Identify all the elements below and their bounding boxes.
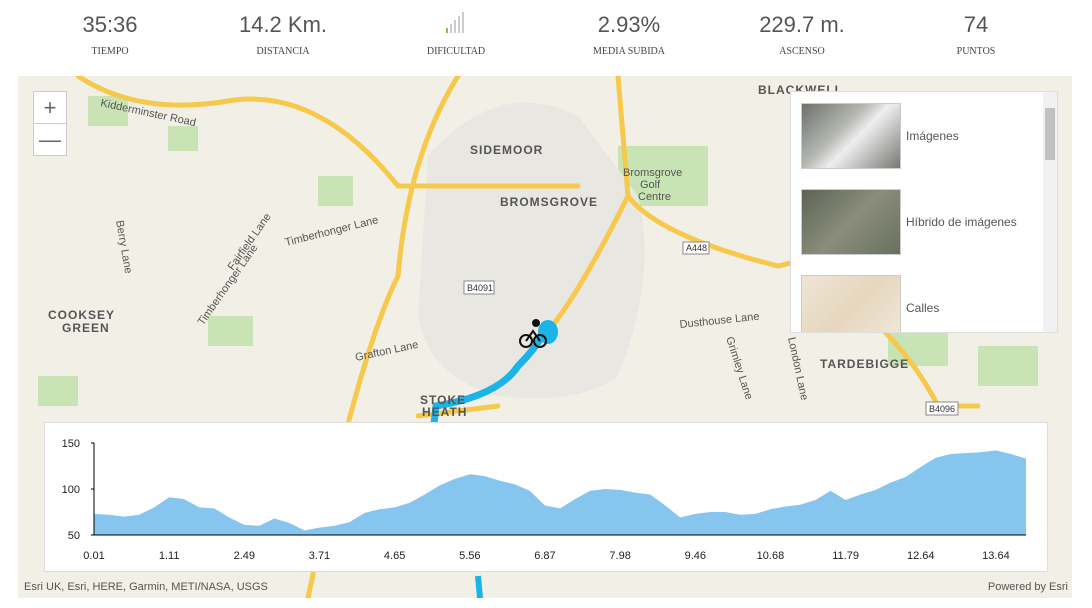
x-tick-label: 13.64	[982, 550, 1010, 562]
basemap-gallery: Imágenes Híbrido de imágenes Calles	[790, 91, 1058, 333]
stat: 2.93% MEDIA SUBIDA	[549, 12, 709, 57]
powered-by[interactable]: Powered by Esri	[987, 581, 1068, 593]
map-label: B4091	[467, 283, 493, 293]
basemap-thumb[interactable]	[801, 275, 901, 332]
elevation-panel: 50 100 150 0.01 1.11 2.49 3.71 4.65 5.56 6.87 7.98…	[44, 422, 1048, 572]
map-label: TARDEBIGGE	[820, 357, 909, 371]
stat-value: 74	[963, 12, 989, 37]
stat-value: 2.93%	[597, 12, 661, 37]
stat-label: DIFICULTAD	[426, 46, 486, 57]
map-label: SIDEMOOR	[470, 143, 543, 157]
stat-value: 35:36	[82, 12, 138, 37]
x-tick-label: 4.65	[384, 550, 405, 562]
stat: 35:36 TIEMPO	[30, 12, 190, 57]
map-label: GREEN	[62, 321, 110, 335]
map-label: Golf	[640, 179, 661, 191]
zoom-in[interactable]: +	[34, 92, 66, 124]
map-label: HEATH	[422, 405, 467, 419]
attribution: Esri UK, Esri, HERE, Garmin, METI/NASA, …	[24, 581, 268, 593]
basemap-label[interactable]: Calles	[906, 301, 940, 315]
map-label: STOKE	[420, 393, 466, 407]
basemap-label[interactable]: Híbrido de imágenes	[906, 215, 1017, 229]
stat-label: MEDIA SUBIDA	[593, 46, 665, 57]
x-tick-label: 2.49	[234, 550, 255, 562]
map-label: Centre	[638, 191, 671, 203]
stat-label: TIEMPO	[91, 46, 129, 57]
basemap-thumb[interactable]	[801, 189, 901, 255]
x-tick-label: 3.71	[309, 550, 330, 562]
map-label: BROMSGROVE	[500, 195, 598, 209]
map-label: B4096	[929, 404, 955, 414]
y-tick-label: 100	[62, 484, 80, 496]
stat-label: PUNTOS	[956, 46, 996, 57]
stat-value: 14.2 Km.	[238, 12, 328, 37]
stat: 229.7 m. ASCENSO	[722, 12, 882, 57]
stat: DIFICULTAD	[376, 12, 536, 57]
stat: 74 PUNTOS	[896, 12, 1056, 57]
elevation-chart: 50 100 150 0.01 1.11 2.49 3.71 4.65 5.56 6.87 7.98…	[62, 438, 1026, 562]
x-tick-label: 5.56	[459, 550, 480, 562]
stat-label: DISTANCIA	[256, 46, 310, 57]
map-label: Bromsgrove	[623, 167, 682, 179]
basemap-thumb[interactable]	[801, 103, 901, 169]
zoom-control: + —	[33, 91, 67, 156]
stats-bar: 35:36 TIEMPO 14.2 Km. DISTANCIA DIFICULTAD…	[0, 0, 1092, 76]
x-tick-label: 6.87	[534, 550, 555, 562]
elevation-area	[94, 450, 1026, 535]
x-tick-label: 12.64	[907, 550, 935, 562]
stat-label: ASCENSO	[779, 46, 825, 57]
y-tick-label: 50	[68, 530, 80, 542]
x-tick-label: 0.01	[83, 550, 104, 562]
x-tick-label: 7.98	[609, 550, 630, 562]
stat: 14.2 Km. DISTANCIA	[203, 12, 363, 57]
map-label: A448	[686, 243, 707, 253]
stat-value: 229.7 m.	[759, 12, 845, 37]
y-tick-label: 150	[62, 438, 80, 450]
x-tick-label: 1.11	[159, 550, 180, 562]
x-tick-label: 11.79	[832, 550, 859, 562]
zoom-out[interactable]: —	[39, 127, 61, 152]
x-tick-label: 10.68	[757, 550, 785, 562]
x-tick-label: 9.46	[685, 550, 706, 562]
basemap-label[interactable]: Imágenes	[906, 129, 959, 143]
difficulty-icon	[376, 12, 536, 42]
map-label: COOKSEY	[48, 308, 115, 322]
scrollbar[interactable]	[1043, 92, 1057, 332]
